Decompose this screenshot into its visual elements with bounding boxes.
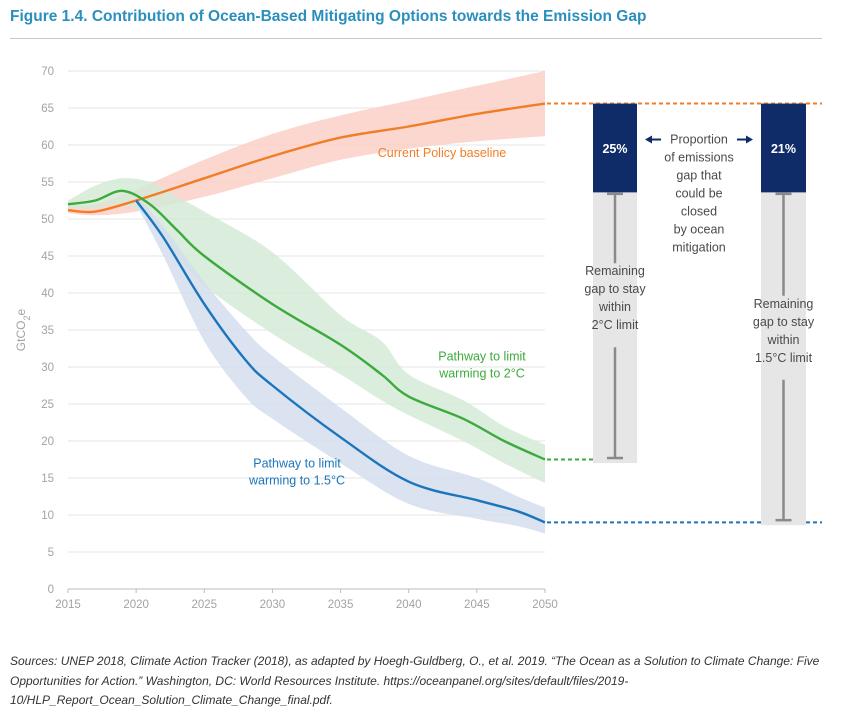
x-tick-label: 2030 <box>260 599 286 611</box>
y-tick-label: 0 <box>48 584 54 596</box>
proportion-label: gap that <box>676 169 722 183</box>
y-tick-label: 25 <box>41 399 54 411</box>
gap-bars: 25% 21% <box>593 103 806 526</box>
remaining-gap-label: within <box>598 300 631 314</box>
y-tick-label: 65 <box>41 103 54 115</box>
x-tick-label: 2045 <box>464 599 490 611</box>
ocean-share-label: 25% <box>602 142 627 156</box>
baseline-uncertainty-band <box>68 71 545 216</box>
y-axis-label: GtCO2e <box>14 309 32 352</box>
y-tick-label: 10 <box>41 510 54 522</box>
y-tick-label: 60 <box>41 140 54 152</box>
proportion-label: of emissions <box>664 151 733 165</box>
pathway-1-5c-label: Pathway to limit <box>253 457 341 471</box>
pathway-1-5c-band <box>136 196 545 534</box>
proportion-label: Proportion <box>670 133 728 147</box>
series-lines <box>67 102 546 524</box>
x-tick-label: 2020 <box>123 599 149 611</box>
title-divider <box>10 38 822 39</box>
baseline-label: Current Policy baseline <box>378 146 507 160</box>
remaining-gap-label: 2°C limit <box>592 318 639 332</box>
y-tick-label: 50 <box>41 214 54 226</box>
figure-title: Figure 1.4. Contribution of Ocean-Based … <box>10 8 647 25</box>
pathway-2c-band <box>68 178 545 484</box>
pathway-2c-label: Pathway to limit <box>438 349 526 363</box>
x-tick-label: 2025 <box>191 599 217 611</box>
remaining-gap-label: gap to stay <box>584 282 646 296</box>
y-tick-label: 5 <box>48 547 54 559</box>
y-tick-label: 45 <box>41 251 54 263</box>
pathway-2c-line <box>67 189 546 461</box>
y-tick-label: 30 <box>41 362 54 374</box>
y-tick-label: 70 <box>41 66 54 78</box>
annotations: Remaining gap to stay within 2°C limit Remai… <box>248 133 815 488</box>
y-tick-label: 55 <box>41 177 54 189</box>
arrow-left-icon <box>645 135 652 144</box>
ocean-share-label: 21% <box>771 142 796 156</box>
y-tick-label: 15 <box>41 473 54 485</box>
y-tick-label: 35 <box>41 325 54 337</box>
baseline-line <box>67 102 546 214</box>
remaining-gap-label: Remaining <box>585 264 645 278</box>
proportion-label: could be <box>675 187 722 201</box>
x-tick-label: 2050 <box>532 599 558 611</box>
ocean-mitigation-box <box>593 103 637 193</box>
pathway-1-5c-label: warming to 1.5°C <box>248 474 345 488</box>
sources-note: Sources: UNEP 2018, Climate Action Track… <box>10 654 820 707</box>
x-tick-label: 2015 <box>55 599 81 611</box>
ocean-mitigation-box <box>761 103 806 193</box>
pathway-1-5c-line <box>135 199 546 524</box>
proportion-label: closed <box>681 205 717 219</box>
remaining-gap-label: 1.5°C limit <box>755 351 813 365</box>
y-tick-label: 40 <box>41 288 54 300</box>
proportion-label: mitigation <box>672 241 726 255</box>
remaining-gap-label: gap to stay <box>753 315 815 329</box>
proportion-label: by ocean <box>674 223 725 237</box>
remaining-gap-label: Remaining <box>754 297 814 311</box>
arrow-right-icon <box>746 135 753 144</box>
x-tick-label: 2035 <box>328 599 354 611</box>
uncertainty-bands <box>68 71 545 534</box>
pathway-2c-label: warming to 2°C <box>438 366 525 380</box>
y-tick-label: 20 <box>41 436 54 448</box>
x-tick-label: 2040 <box>396 599 422 611</box>
remaining-gap-label: within <box>767 333 800 347</box>
connector-dashes <box>547 102 822 524</box>
